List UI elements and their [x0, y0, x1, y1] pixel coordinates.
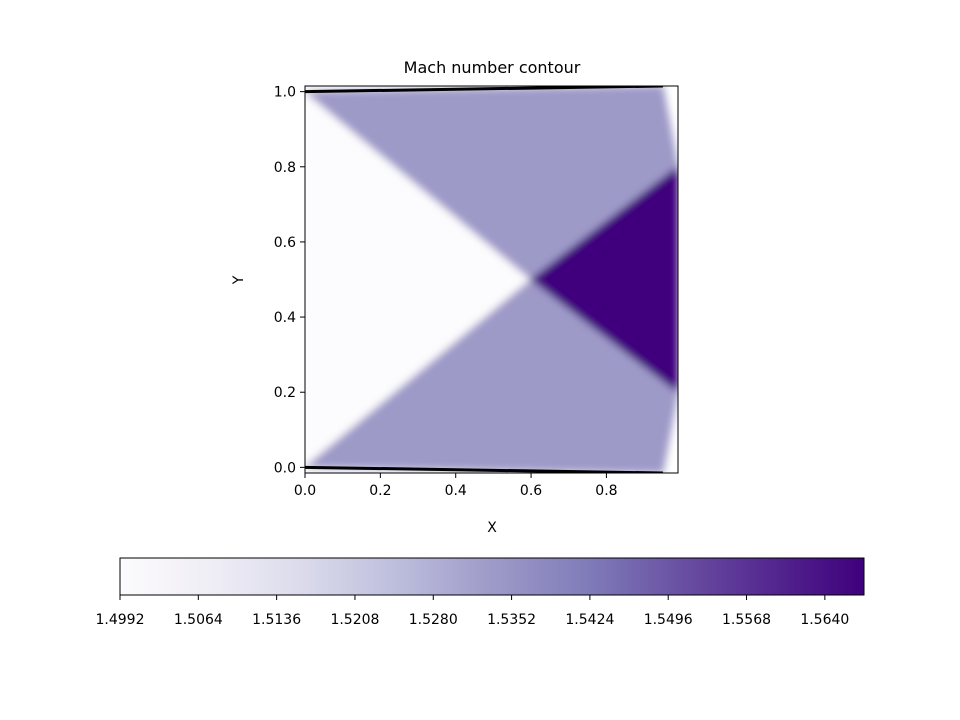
y-axis-label: Y — [231, 275, 247, 285]
colorbar-tick-label: 1.5280 — [409, 612, 458, 628]
colorbar-tick-label: 1.5136 — [252, 612, 301, 628]
colorbar-tick-label: 1.5064 — [174, 612, 223, 628]
x-tick-label: 0.4 — [445, 483, 467, 499]
chart-title: Mach number contour — [404, 58, 581, 77]
plot-area — [305, 86, 678, 473]
plot-frame — [304, 85, 679, 474]
y-tick-label: 0.6 — [274, 235, 296, 251]
colorbar-tick-label: 1.4992 — [96, 612, 145, 628]
colorbar-gradient — [119, 557, 865, 596]
x-tick-label: 0.2 — [369, 483, 391, 499]
x-tick-label: 0.8 — [595, 483, 617, 499]
colorbar-tick-label: 1.5568 — [722, 612, 771, 628]
colorbar-tick-label: 1.5352 — [487, 612, 536, 628]
x-tick-label: 0.6 — [520, 483, 542, 499]
y-tick-label: 0.8 — [274, 160, 296, 176]
x-axis: 0.0 0.2 0.4 0.6 0.8 — [294, 473, 618, 499]
y-tick-label: 0.2 — [274, 385, 296, 401]
upper-wall — [305, 86, 663, 94]
x-tick-label: 0.0 — [294, 483, 316, 499]
colorbar-tick-label: 1.5424 — [565, 612, 614, 628]
y-tick-label: 1.0 — [274, 85, 296, 101]
colorbar-tick-label: 1.5496 — [644, 612, 693, 628]
lower-wall — [305, 465, 663, 473]
colorbar-tick-label: 1.5208 — [330, 612, 379, 628]
y-axis: 0.0 0.2 0.4 0.6 0.8 1.0 — [274, 85, 305, 476]
y-tick-label: 0.4 — [274, 310, 296, 326]
y-tick-label: 0.0 — [274, 460, 296, 476]
contour-region-after-shock-intersection — [530, 166, 678, 393]
colorbar: 1.4992 1.5064 1.5136 1.5208 1.5280 1.5352 1.54… — [96, 557, 865, 628]
colorbar-tick-label: 1.5640 — [800, 612, 849, 628]
x-axis-label: X — [487, 520, 497, 536]
